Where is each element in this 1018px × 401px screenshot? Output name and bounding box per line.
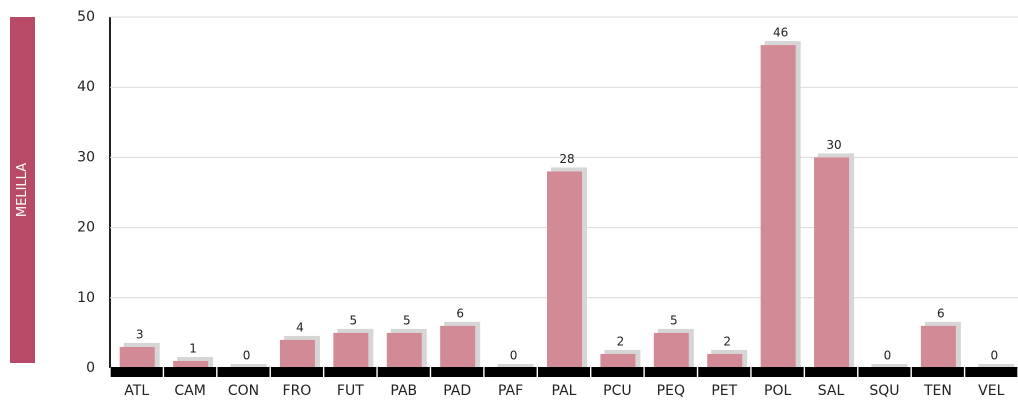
panel-label: MELILLA — [15, 163, 30, 217]
bar — [653, 332, 689, 368]
bar-base — [644, 367, 697, 377]
x-tick-label: FRO — [283, 383, 312, 399]
x-tick-label: FUT — [337, 383, 364, 399]
bar-shadow — [497, 364, 534, 368]
value-label: 5 — [403, 313, 411, 327]
value-label: 6 — [456, 306, 464, 320]
bar — [279, 339, 315, 368]
x-tick-label: PAL — [552, 383, 577, 399]
x-tick-label: PET — [711, 383, 737, 399]
bar-base — [911, 367, 964, 377]
bar-base — [484, 367, 537, 377]
bar — [707, 353, 743, 368]
value-label: 5 — [350, 313, 358, 327]
bar-base — [538, 367, 590, 377]
bar-base — [270, 367, 323, 377]
x-tick-label: ATL — [124, 383, 149, 399]
value-label: 0 — [990, 349, 998, 363]
value-label: 0 — [243, 349, 251, 363]
value-label: 1 — [189, 341, 197, 355]
value-label: 2 — [723, 334, 731, 348]
value-label: 6 — [937, 306, 945, 320]
value-label: 3 — [136, 327, 144, 341]
bar — [119, 346, 155, 368]
bar — [440, 325, 476, 368]
bar-base — [805, 367, 858, 377]
y-tick-label: 20 — [77, 220, 95, 236]
x-tick-label: PAD — [443, 383, 471, 399]
x-tick-label: PAB — [390, 383, 417, 399]
value-label: 0 — [510, 349, 518, 363]
x-tick-label: SQU — [869, 383, 899, 399]
bar-base — [324, 367, 377, 377]
value-label: 5 — [670, 313, 678, 327]
x-tick-label: TEN — [923, 383, 952, 399]
x-tick-label: PAF — [498, 383, 523, 399]
bar-base — [591, 367, 644, 377]
value-label: 28 — [559, 152, 574, 166]
bar-base — [164, 367, 217, 377]
value-label: 46 — [773, 26, 788, 40]
x-tick-label: PCU — [603, 383, 631, 399]
value-label: 4 — [296, 320, 304, 334]
bar-base — [698, 367, 751, 377]
bar — [386, 332, 422, 368]
bar-base — [377, 367, 430, 377]
bar-base — [431, 367, 484, 377]
bar-base — [110, 367, 163, 377]
y-tick-label: 40 — [77, 79, 95, 95]
bar — [333, 332, 369, 368]
bar — [760, 45, 796, 369]
bar — [920, 325, 956, 368]
bar — [600, 353, 636, 368]
bar-base — [965, 367, 1018, 377]
bar-base — [751, 367, 804, 377]
side-panel — [10, 17, 35, 363]
y-tick-label: 0 — [86, 360, 95, 376]
y-tick-label: 10 — [77, 290, 95, 306]
x-tick-label: SAL — [818, 383, 845, 399]
x-tick-label: POL — [764, 383, 791, 399]
value-label: 2 — [617, 334, 625, 348]
bar-shadow — [230, 364, 267, 368]
bar — [547, 171, 582, 368]
value-label: 30 — [826, 138, 841, 152]
bar-shadow — [978, 364, 1015, 368]
value-label: 0 — [884, 349, 892, 363]
x-tick-label: CAM — [174, 383, 205, 399]
bar — [173, 360, 209, 368]
bar-shadow — [871, 364, 908, 368]
x-tick-label: PEQ — [657, 383, 685, 399]
bar-base — [858, 367, 911, 377]
y-tick-label: 30 — [77, 149, 95, 165]
y-tick-label: 50 — [77, 9, 95, 25]
bar — [814, 157, 850, 368]
x-tick-label: CON — [228, 383, 259, 399]
bar-base — [217, 367, 270, 377]
x-tick-label: VEL — [978, 383, 1004, 399]
